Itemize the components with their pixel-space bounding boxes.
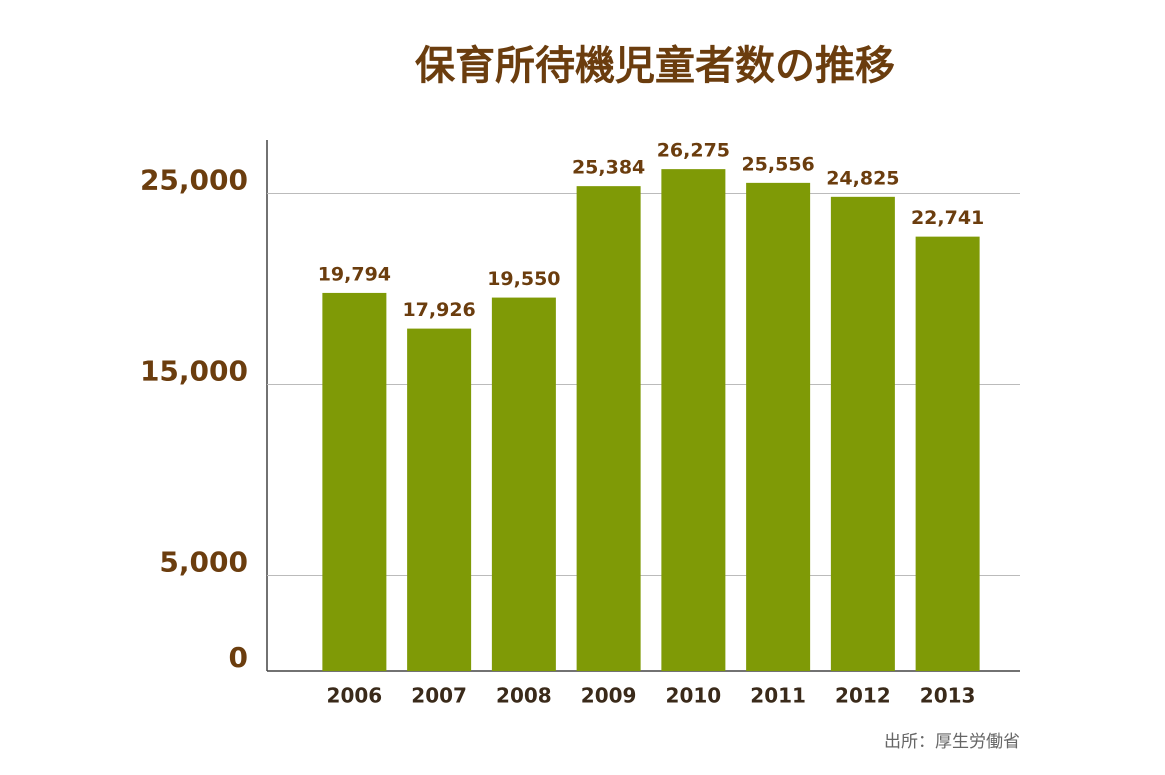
- y-tick-label: 15,000: [140, 354, 248, 387]
- bar: [322, 292, 387, 671]
- bar: [491, 297, 556, 671]
- x-tick-label: 2012: [835, 684, 891, 708]
- data-label: 24,825: [826, 167, 899, 189]
- x-tick-label: 2011: [750, 684, 806, 708]
- data-label: 22,741: [911, 207, 984, 229]
- source-note: 出所：厚生労働省: [884, 732, 1020, 752]
- bar: [576, 186, 641, 671]
- x-tick-label: 2009: [581, 684, 637, 708]
- x-tick-label: 2013: [920, 684, 976, 708]
- y-tick-label: 0: [229, 641, 248, 674]
- x-tick-label: 2007: [411, 684, 467, 708]
- data-label: 26,275: [657, 140, 730, 162]
- data-label: 17,926: [402, 299, 475, 321]
- chart-title: 保育所待機児童者数の推移: [415, 43, 895, 89]
- bar: [746, 182, 811, 672]
- data-label: 25,556: [741, 153, 814, 175]
- bar: [915, 236, 980, 671]
- x-tick-label: 2010: [666, 684, 722, 708]
- x-tick-label: 2008: [496, 684, 552, 708]
- data-label: 19,794: [318, 263, 391, 285]
- bar: [407, 328, 472, 671]
- x-tick-label: 2006: [327, 684, 383, 708]
- y-tick-label: 25,000: [140, 163, 248, 196]
- data-label: 19,550: [487, 268, 560, 290]
- bar: [661, 169, 726, 671]
- bar: [830, 196, 895, 671]
- data-label: 25,384: [572, 157, 645, 179]
- y-tick-label: 5,000: [159, 545, 248, 578]
